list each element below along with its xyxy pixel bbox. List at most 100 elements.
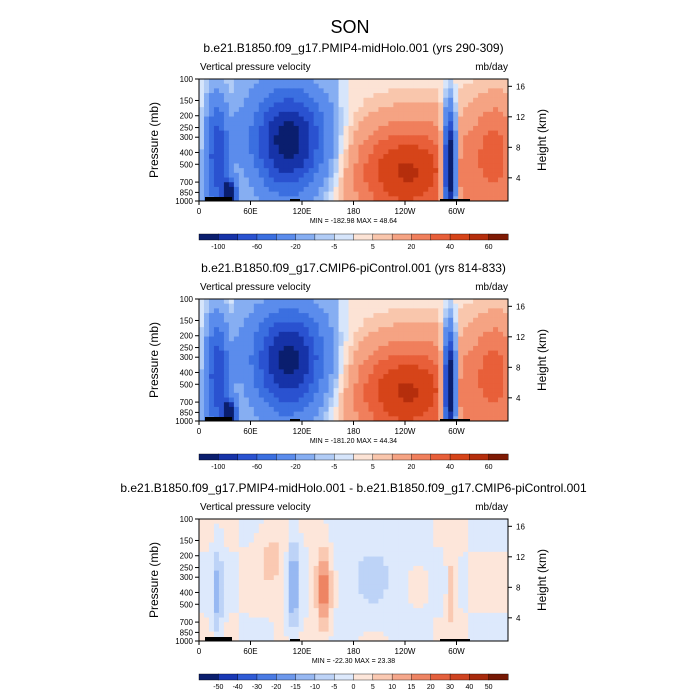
field-cell [458, 378, 464, 384]
field-cell [353, 336, 359, 342]
field-cell [248, 369, 255, 375]
colorbar-box [353, 453, 374, 461]
field-cell [443, 191, 449, 197]
field-cell [483, 360, 489, 366]
field-cell [393, 345, 399, 352]
field-cell [353, 125, 359, 132]
field-cell [243, 626, 250, 633]
field-cell [358, 551, 364, 557]
field-cell [403, 397, 409, 403]
field-cell [263, 121, 270, 127]
field-cell [238, 107, 245, 113]
field-cell [293, 397, 300, 403]
field-cell [253, 102, 260, 108]
field-cell [443, 135, 449, 141]
field-cell [393, 575, 399, 581]
field-cell [233, 102, 240, 108]
field-cell [383, 565, 389, 572]
field-cell [318, 168, 324, 174]
field-cell [363, 182, 369, 188]
field-cell [493, 551, 499, 557]
field-cell [483, 317, 489, 323]
field-cell [403, 331, 409, 337]
field-cell [403, 547, 409, 553]
field-cell [418, 565, 424, 572]
field-cell [199, 392, 205, 398]
field-cell [223, 364, 230, 370]
field-cell [393, 397, 399, 403]
field-cell [458, 149, 464, 155]
field-cell [373, 355, 379, 361]
field-cell [428, 345, 434, 352]
field-cell [283, 303, 290, 309]
field-cell [223, 336, 230, 342]
field-cell [273, 565, 280, 572]
field-cell [328, 97, 334, 103]
field-cell [238, 580, 245, 586]
field-cell [408, 97, 414, 103]
field-cell [438, 308, 444, 314]
field-cell [258, 369, 265, 375]
field-cell [473, 547, 479, 553]
field-cell [303, 360, 310, 366]
field-cell [258, 388, 265, 394]
field-cell [338, 317, 344, 323]
field-cell [233, 603, 240, 609]
field-cell [448, 158, 454, 164]
field-cell [503, 542, 509, 548]
field-cell [318, 350, 324, 356]
field-cell [318, 83, 324, 89]
field-cell [393, 107, 399, 113]
field-cell [333, 299, 339, 305]
field-cell [343, 580, 349, 586]
field-cell [368, 154, 374, 160]
field-cell [263, 158, 270, 164]
field-cell [253, 519, 260, 525]
field-cell [468, 336, 474, 342]
height-tick-label: 16 [516, 82, 525, 91]
field-cell [318, 331, 324, 337]
field-cell [308, 83, 315, 89]
field-cell [393, 603, 399, 609]
field-cell [208, 299, 215, 305]
field-cell [403, 79, 409, 85]
field-cell [353, 551, 359, 557]
field-cell [378, 130, 384, 136]
field-cell [408, 125, 414, 132]
field-cell [493, 111, 499, 117]
field-cell [438, 299, 444, 305]
field-cell [243, 345, 250, 352]
field-cell [333, 388, 339, 394]
field-cell [388, 149, 394, 155]
field-cell [238, 121, 245, 127]
field-cell [418, 533, 424, 539]
field-cell [268, 186, 275, 193]
field-cell [463, 561, 469, 567]
field-cell [303, 519, 310, 525]
field-cell [238, 565, 245, 572]
field-cell [328, 584, 334, 590]
field-cell [338, 565, 344, 572]
field-cell [368, 345, 374, 352]
field-cell [478, 547, 484, 553]
field-cell [368, 107, 374, 113]
field-cell [463, 636, 469, 642]
field-cell [248, 364, 255, 370]
field-cell [243, 388, 250, 394]
field-cell [443, 322, 449, 328]
field-cell [203, 135, 210, 141]
field-cell [273, 196, 280, 202]
field-cell [413, 556, 419, 562]
field-cell [248, 537, 255, 543]
field-cell [443, 547, 449, 553]
field-cell [323, 154, 329, 160]
field-cell [308, 598, 315, 604]
field-cell [493, 79, 499, 85]
field-cell [483, 135, 489, 141]
field-cell [413, 172, 419, 178]
y-tick-label: 300 [180, 353, 194, 362]
field-cell [488, 186, 494, 193]
field-cell [493, 196, 499, 202]
field-cell [283, 158, 290, 164]
field-cell [463, 317, 469, 323]
